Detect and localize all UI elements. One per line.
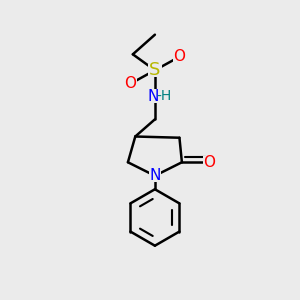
Text: S: S [149,61,160,79]
FancyBboxPatch shape [202,156,215,168]
Text: O: O [173,49,185,64]
Text: N: N [149,168,160,183]
FancyBboxPatch shape [124,78,137,90]
Text: O: O [203,155,215,170]
FancyBboxPatch shape [148,64,162,77]
Text: N: N [147,88,159,104]
Text: -H: -H [157,89,172,103]
FancyBboxPatch shape [145,89,169,103]
FancyBboxPatch shape [148,170,161,182]
FancyBboxPatch shape [173,51,186,63]
Text: O: O [124,76,136,91]
